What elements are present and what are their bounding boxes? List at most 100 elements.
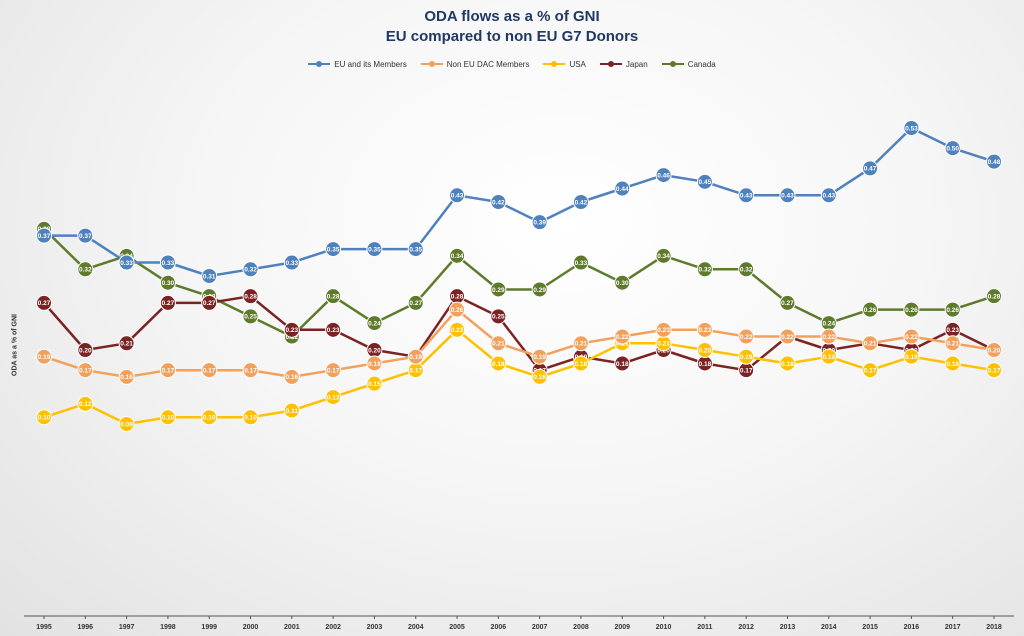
data-point-japan: [325, 321, 342, 338]
data-point-canada: [903, 301, 920, 318]
data-point-usa: [738, 348, 755, 365]
data-label-canada: 0.26: [864, 307, 877, 314]
data-point-eu-and-its-members: [283, 254, 300, 271]
data-point-canada: [449, 247, 466, 264]
data-point-non-eu-dac-members: [862, 335, 879, 352]
data-point-usa: [779, 355, 796, 372]
data-label-non-eu-dac-members: 0.21: [864, 341, 877, 348]
data-point-usa: [696, 342, 713, 358]
data-point-eu-and-its-members: [862, 160, 879, 177]
data-label-usa: 0.10: [244, 415, 257, 422]
data-point-non-eu-dac-members: [242, 362, 259, 379]
data-label-eu-and-its-members: 0.37: [79, 233, 92, 240]
data-label-canada: 0.30: [162, 280, 175, 287]
data-point-eu-and-its-members: [407, 241, 424, 258]
data-point-usa: [118, 416, 135, 432]
data-point-japan: [159, 294, 176, 311]
data-point-eu-and-its-members: [572, 194, 589, 210]
data-label-eu-and-its-members: 0.44: [616, 186, 629, 193]
data-label-non-eu-dac-members: 0.19: [38, 354, 51, 361]
data-point-usa: [862, 362, 879, 379]
data-point-non-eu-dac-members: [449, 301, 466, 318]
data-label-eu-and-its-members: 0.45: [699, 179, 712, 186]
data-point-usa: [944, 355, 961, 372]
data-label-usa: 0.18: [575, 361, 588, 368]
data-point-japan: [77, 342, 94, 358]
data-point-non-eu-dac-members: [655, 321, 672, 338]
data-label-non-eu-dac-members: 0.19: [409, 354, 422, 361]
data-label-non-eu-dac-members: 0.16: [120, 374, 133, 381]
legend-item-eu-and-its-members: EU and its Members: [308, 59, 407, 69]
data-label-usa: 0.10: [203, 415, 216, 422]
data-label-japan: 0.20: [79, 347, 92, 354]
data-label-eu-and-its-members: 0.33: [120, 260, 133, 267]
data-point-japan: [283, 321, 300, 338]
data-point-eu-and-its-members: [531, 214, 548, 231]
data-point-non-eu-dac-members: [572, 335, 589, 352]
data-label-usa: 0.16: [533, 374, 546, 381]
data-label-canada: 0.32: [699, 267, 712, 274]
data-label-japan: 0.25: [492, 314, 505, 321]
data-label-usa: 0.20: [699, 347, 712, 354]
x-tick-label: 2004: [408, 624, 424, 631]
data-label-eu-and-its-members: 0.53: [905, 125, 918, 132]
x-tick-label: 2014: [821, 624, 837, 631]
data-point-eu-and-its-members: [490, 194, 507, 210]
x-tick-label: 2003: [367, 624, 383, 631]
x-tick-label: 1996: [78, 624, 94, 631]
legend-label: Japan: [625, 59, 648, 69]
data-point-canada: [407, 294, 424, 311]
x-tick-label: 2006: [491, 624, 507, 631]
data-label-eu-and-its-members: 0.33: [162, 260, 175, 267]
data-point-usa: [986, 362, 1002, 379]
data-label-non-eu-dac-members: 0.20: [988, 347, 1001, 354]
data-label-japan: 0.27: [203, 300, 216, 307]
data-label-non-eu-dac-members: 0.22: [905, 334, 918, 341]
data-point-eu-and-its-members: [903, 120, 920, 136]
data-label-eu-and-its-members: 0.31: [203, 273, 216, 280]
data-label-non-eu-dac-members: 0.22: [822, 334, 835, 341]
data-label-non-eu-dac-members: 0.22: [616, 334, 629, 341]
data-label-japan: 0.27: [38, 300, 51, 307]
data-point-usa: [201, 409, 218, 426]
data-label-usa: 0.15: [368, 381, 381, 388]
x-tick-label: 2002: [325, 624, 341, 631]
x-tick-label: 2015: [862, 624, 878, 631]
data-point-non-eu-dac-members: [366, 355, 383, 372]
data-point-non-eu-dac-members: [820, 328, 837, 345]
x-tick-label: 2017: [945, 624, 961, 631]
series-line-japan: [43, 294, 995, 372]
legend-swatch: [308, 59, 331, 69]
data-label-canada: 0.26: [905, 307, 918, 314]
data-label-eu-and-its-members: 0.37: [38, 233, 51, 240]
data-label-eu-and-its-members: 0.43: [781, 193, 794, 200]
data-label-canada: 0.25: [244, 314, 257, 321]
data-label-japan: 0.18: [616, 361, 629, 368]
data-point-eu-and-its-members: [201, 268, 218, 284]
legend-item-canada: Canada: [661, 59, 716, 69]
data-point-non-eu-dac-members: [159, 362, 176, 379]
legend-swatch: [543, 59, 566, 69]
data-point-eu-and-its-members: [738, 187, 755, 204]
data-point-non-eu-dac-members: [407, 348, 424, 365]
data-label-non-eu-dac-members: 0.26: [451, 307, 464, 314]
data-point-canada: [696, 261, 713, 278]
data-point-usa: [36, 409, 52, 426]
data-label-non-eu-dac-members: 0.21: [492, 341, 505, 348]
data-point-usa: [77, 395, 94, 412]
data-label-non-eu-dac-members: 0.22: [740, 334, 753, 341]
data-label-eu-and-its-members: 0.35: [409, 246, 422, 253]
data-label-usa: 0.21: [657, 341, 670, 348]
data-point-japan: [36, 294, 52, 311]
data-point-japan: [242, 288, 259, 305]
data-point-non-eu-dac-members: [614, 328, 631, 345]
data-label-canada: 0.29: [533, 287, 546, 294]
data-label-eu-and-its-members: 0.50: [946, 145, 959, 152]
x-tick-label: 2011: [697, 624, 712, 631]
data-point-canada: [614, 274, 631, 291]
data-label-usa: 0.09: [120, 421, 133, 428]
data-label-japan: 0.20: [368, 347, 381, 354]
data-point-canada: [986, 288, 1002, 305]
data-label-usa: 0.17: [988, 367, 1001, 374]
legend-item-non-eu-dac-members: Non EU DAC Members: [420, 59, 529, 69]
